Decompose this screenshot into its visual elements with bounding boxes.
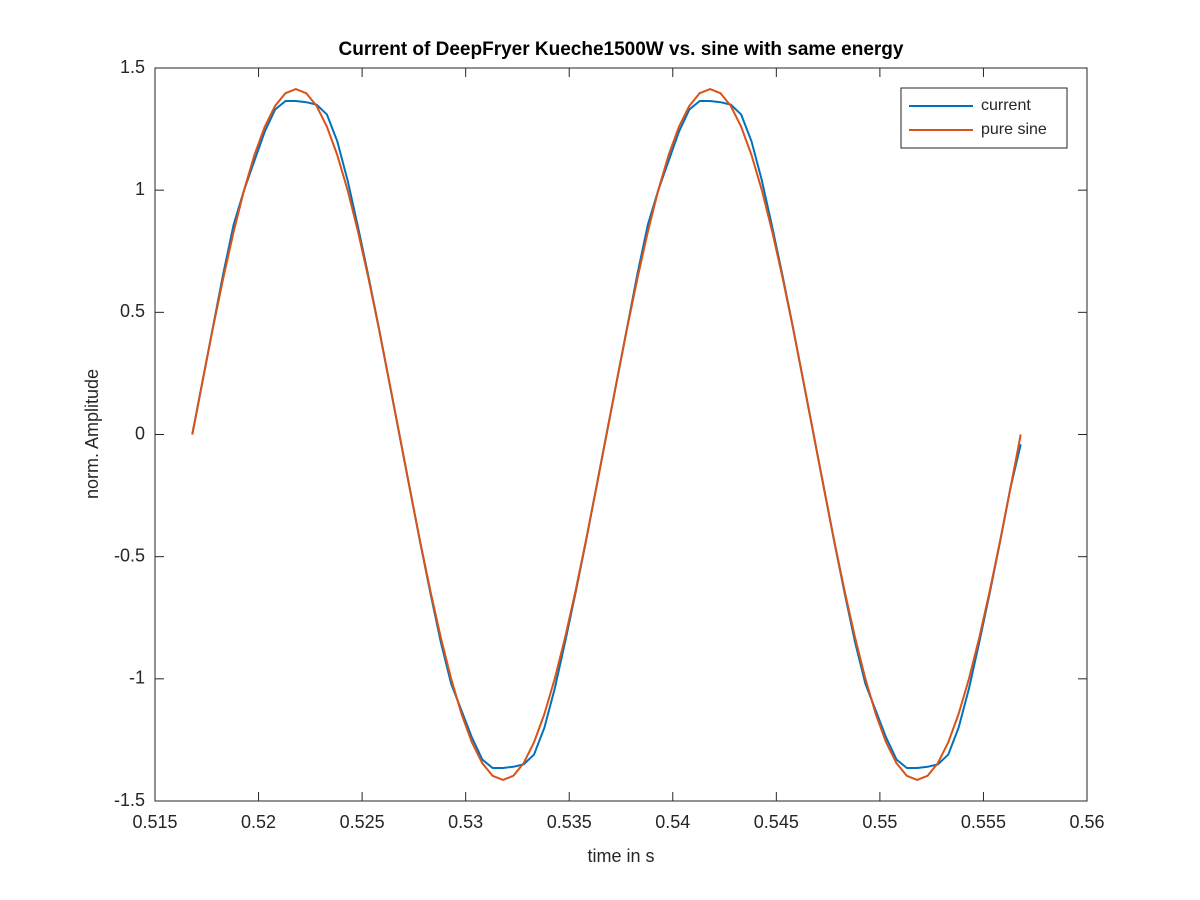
data-line bbox=[191, 88, 1022, 781]
x-tick-label: 0.54 bbox=[655, 812, 690, 832]
x-tick-label: 0.545 bbox=[754, 812, 799, 832]
x-tick-label: 0.525 bbox=[340, 812, 385, 832]
legend-label: pure sine bbox=[981, 121, 1047, 138]
x-tick-label: 0.555 bbox=[961, 812, 1006, 832]
legend-label: current bbox=[981, 97, 1031, 114]
legend-box bbox=[900, 87, 1068, 149]
x-tick-label: 0.535 bbox=[547, 812, 592, 832]
y-tick-label: -0.5 bbox=[114, 545, 145, 565]
y-tick-label: -1 bbox=[129, 668, 145, 688]
y-tick-label: 1.5 bbox=[120, 57, 145, 77]
x-tick-label: 0.52 bbox=[241, 812, 276, 832]
x-tick-label: 0.53 bbox=[448, 812, 483, 832]
plot-frame bbox=[154, 67, 1088, 802]
x-tick-label: 0.55 bbox=[862, 812, 897, 832]
x-axis-label: time in s bbox=[587, 846, 654, 866]
x-tick-label: 0.56 bbox=[1069, 812, 1104, 832]
y-tick-label: 0.5 bbox=[120, 301, 145, 321]
chart-title: Current of DeepFryer Kueche1500W vs. sin… bbox=[339, 39, 904, 60]
y-tick-label: 0 bbox=[135, 423, 145, 443]
y-axis-label: norm. Amplitude bbox=[82, 369, 102, 499]
y-tick-label: 1 bbox=[135, 179, 145, 199]
x-tick-label: 0.515 bbox=[132, 812, 177, 832]
y-tick-label: -1.5 bbox=[114, 790, 145, 810]
